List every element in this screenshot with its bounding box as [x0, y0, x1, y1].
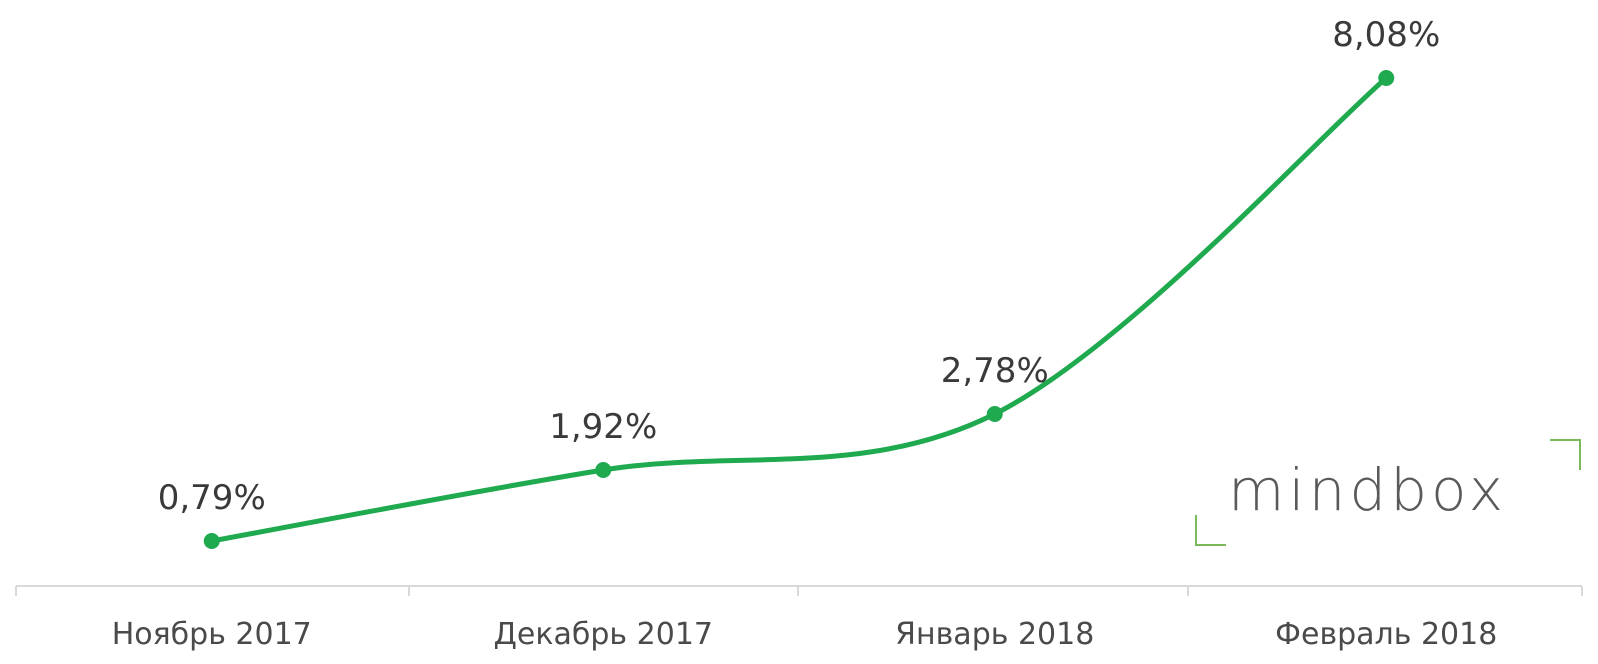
- data-point: [1378, 70, 1395, 86]
- data-point: [986, 406, 1003, 422]
- tick-labels: Ноябрь 2017 Декабрь 2017 Январь 2018 Феврал…: [112, 617, 1498, 652]
- x-tick-label: Ноябрь 2017: [112, 617, 312, 652]
- logo-bracket-bottom-left: [1195, 515, 1226, 546]
- logo-bracket-top-right: [1550, 439, 1581, 470]
- data-point: [203, 533, 220, 549]
- x-axis: [15, 585, 1583, 596]
- x-tick-label: Январь 2018: [895, 617, 1094, 652]
- x-tick-label: Февраль 2018: [1275, 617, 1497, 652]
- series-line: [209, 75, 1389, 544]
- logo-text: mindbox: [1228, 456, 1507, 524]
- data-label: 1,92%: [549, 407, 657, 447]
- data-label: 8,08%: [1332, 15, 1440, 55]
- data-label: 0,79%: [158, 478, 266, 518]
- series-layer: 0,79% 1,92% 2,78% 8,08%: [158, 15, 1440, 549]
- data-label: 2,78%: [941, 351, 1049, 391]
- x-tick-label: Декабрь 2017: [493, 617, 713, 652]
- mindbox-logo: mindbox: [1195, 439, 1581, 546]
- data-point: [595, 462, 612, 478]
